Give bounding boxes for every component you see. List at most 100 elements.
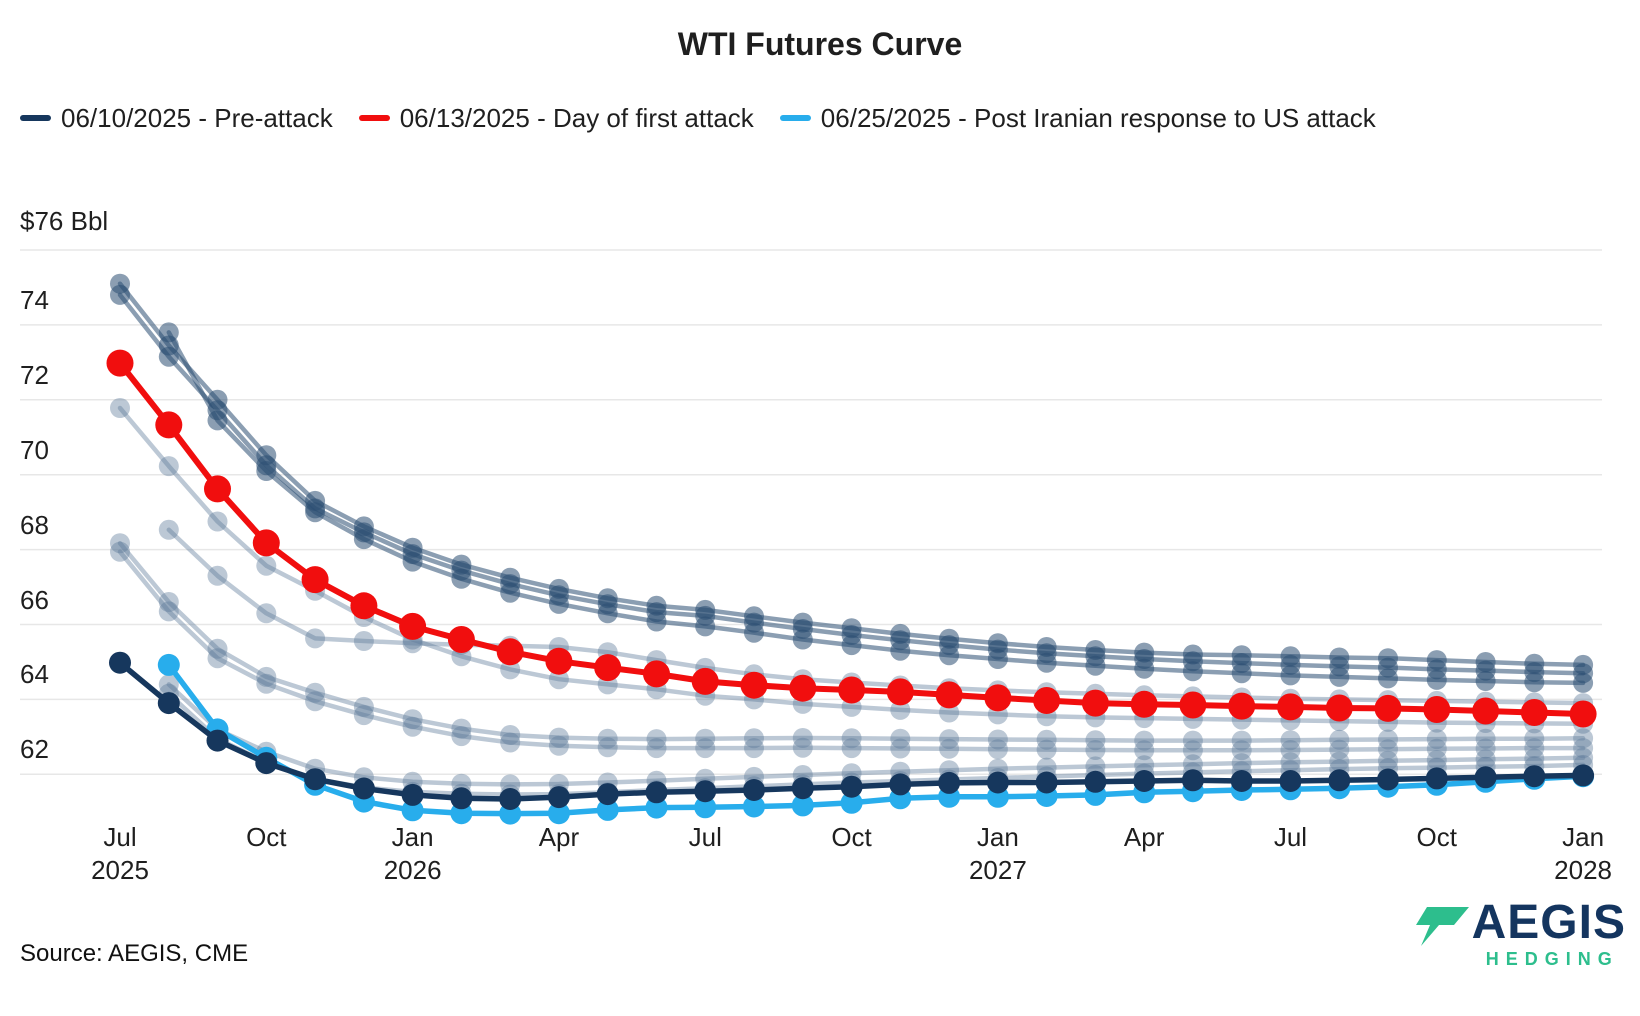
data-point [1572,764,1595,787]
data-point [106,349,134,377]
data-point [694,780,717,803]
x-tick-year: 2026 [383,855,442,885]
data-point [1426,729,1447,750]
data-point [743,795,765,818]
data-point [1036,739,1057,760]
data-point [157,653,180,676]
data-point [987,649,1008,669]
data-point [204,475,231,503]
data-point [597,728,618,749]
data-point [402,716,423,737]
data-point [1329,751,1350,772]
data-point [352,777,375,800]
chart-legend: 06/10/2025 - Pre-attack 06/13/2025 - Day … [20,94,1512,143]
data-point [305,682,326,703]
data-point [158,456,179,477]
data-point [792,629,813,650]
data-point [1230,770,1253,792]
data-point [1329,739,1350,760]
data-point [1179,691,1207,719]
data-point [1374,694,1402,722]
data-point [890,738,911,759]
data-point [1134,755,1155,776]
data-point [1181,769,1204,792]
data-point [1277,693,1304,721]
series-line-unlabeled-history-7 [117,549,1586,753]
data-point [1279,770,1302,792]
data-point [695,616,716,637]
data-point [305,502,326,523]
data-point [596,783,619,806]
data-point [1329,729,1350,750]
data-point [451,568,472,589]
data-point [1524,738,1545,759]
data-point [1033,687,1061,714]
data-point [256,555,277,576]
data-point [841,738,862,759]
data-point [1085,655,1106,676]
data-point [695,728,716,749]
data-point [1426,669,1447,690]
data-point [496,638,524,666]
data-point [301,566,329,594]
data-point [1036,757,1057,778]
legend-label: 06/10/2025 - Pre-attack [61,103,333,133]
data-point [447,626,475,653]
data-point [252,529,280,557]
data-point [256,673,277,694]
data-point [500,582,521,603]
data-point [691,667,719,695]
data-point [402,551,423,572]
data-point [500,659,521,680]
data-point [304,768,327,791]
data-point [399,612,427,640]
data-point [984,684,1012,712]
data-point [1280,730,1301,751]
data-point [110,541,130,562]
legend-label: 06/13/2025 - Day of first attack [399,103,754,133]
data-point [1133,770,1156,792]
x-tick-month: Oct [246,822,287,852]
data-point [1231,740,1252,761]
data-point [1573,738,1594,759]
aegis-hedging-logo: AEGIS HEDGING [1414,898,1626,970]
data-point [207,648,228,669]
data-point [1426,750,1447,771]
series-line-unlabeled-history-8 [166,682,1586,787]
data-point [1329,666,1350,687]
data-point [110,533,130,554]
data-point [1228,692,1256,720]
series-line-06/13/2025 - Day of first attack [117,360,1587,717]
data-point [1520,699,1548,726]
data-point [597,737,618,758]
data-point [548,593,569,614]
data-point [450,787,473,810]
x-tick-month: Apr [1123,822,1165,852]
data-point [207,511,228,532]
x-tick-Oct: Oct [831,822,871,853]
source-note: Source: AEGIS, CME [20,940,249,967]
data-point [1280,665,1301,686]
data-point [1130,690,1158,718]
y-tick-label-62: 62 [20,734,49,765]
data-point [1081,689,1109,717]
data-point [1378,668,1398,689]
x-tick-month: Jan [976,822,1019,852]
data-point [1475,728,1496,749]
y-tick-label-68: 68 [20,509,49,540]
data-point [109,651,131,674]
data-point [986,771,1009,794]
data-point [158,322,179,343]
data-point [548,669,569,690]
data-point [1569,700,1597,728]
data-point [1182,754,1203,775]
x-tick-Apr: Apr [539,822,579,853]
data-point [207,565,228,586]
data-point [547,786,570,809]
data-point [695,738,716,759]
data-point [792,728,813,748]
legend-item-1: 06/13/2025 - Day of first attack [358,103,754,133]
data-point [1182,730,1203,751]
x-tick-month: Jan [1562,822,1605,852]
data-point [157,692,180,715]
